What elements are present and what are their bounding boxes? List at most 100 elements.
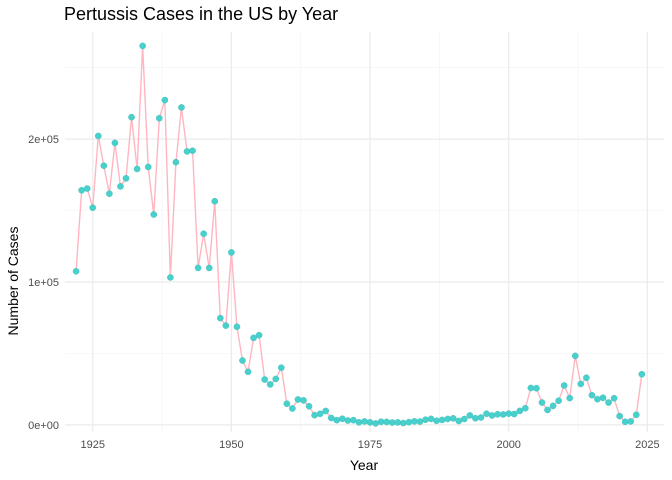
y-axis-title: Number of Cases [5, 227, 21, 336]
data-point [427, 415, 435, 423]
data-point [577, 380, 585, 388]
y-tick-labels: 0e+00 1e+05 2e+05 [28, 134, 59, 432]
data-point [106, 190, 113, 198]
data-point [305, 402, 313, 410]
data-point [244, 368, 252, 376]
data-point [316, 410, 324, 418]
minor-gridlines [65, 32, 664, 432]
data-point [638, 370, 646, 378]
data-point [78, 186, 85, 194]
data-point [117, 183, 124, 190]
data-point [266, 381, 274, 388]
data-point [594, 395, 601, 403]
data-point [150, 211, 158, 218]
data-point [527, 384, 535, 392]
data-point [472, 414, 479, 422]
data-point [555, 397, 562, 405]
data-point [278, 364, 285, 372]
data-point [355, 419, 363, 426]
data-point [200, 230, 207, 238]
series-line [75, 45, 643, 425]
x-tick-labels: 1925 1950 1975 2000 2025 [80, 439, 659, 451]
data-point [461, 415, 468, 423]
data-point [294, 396, 302, 403]
data-point [394, 419, 402, 426]
data-point [616, 412, 623, 420]
data-point [516, 407, 524, 415]
data-point [72, 268, 80, 275]
data-point [444, 415, 451, 423]
data-point [155, 114, 163, 122]
x-tick-label: 2000 [496, 439, 520, 451]
data-point [566, 394, 574, 402]
y-tick-label: 2e+05 [28, 134, 59, 146]
data-point [194, 264, 202, 272]
data-point [161, 96, 169, 104]
data-point [505, 410, 513, 417]
data-point [621, 418, 629, 426]
x-tick-label: 1925 [80, 439, 104, 451]
data-point [144, 163, 152, 171]
data-point [422, 416, 429, 424]
data-point [416, 418, 424, 425]
data-point [477, 414, 485, 421]
data-point [300, 397, 307, 404]
data-point [111, 139, 119, 147]
data-point [228, 249, 235, 256]
data-point [167, 274, 174, 281]
data-point [455, 417, 463, 425]
data-point [449, 415, 457, 422]
data-point [122, 175, 130, 182]
data-point [233, 323, 241, 331]
data-point [549, 402, 557, 410]
data-point [438, 416, 446, 424]
data-point [583, 374, 590, 382]
data-point [488, 412, 496, 419]
data-point [400, 419, 407, 427]
data-point [139, 42, 146, 50]
data-point [466, 412, 474, 419]
data-point [94, 132, 102, 140]
data-point [433, 417, 440, 425]
data-point [322, 407, 329, 415]
data-point [533, 384, 540, 392]
data-point [627, 418, 635, 425]
data-point [89, 204, 97, 212]
x-tick-label: 2025 [635, 439, 659, 451]
x-tick-label: 1975 [358, 439, 382, 451]
data-point [339, 415, 346, 423]
data-point [100, 162, 108, 169]
data-point [538, 399, 546, 406]
data-point [361, 418, 368, 425]
data-point [283, 400, 291, 408]
data-point [289, 405, 296, 412]
data-point [599, 394, 607, 402]
data-point [499, 411, 507, 418]
data-point [372, 420, 379, 427]
data-point [255, 331, 263, 339]
data-point [544, 406, 551, 414]
data-point [172, 158, 180, 166]
data-point [250, 334, 257, 342]
data-point [205, 264, 213, 272]
data-point [311, 411, 318, 419]
data-point [133, 165, 141, 173]
data-point [239, 357, 246, 364]
data-point [560, 382, 568, 389]
data-point [383, 418, 390, 426]
data-point [222, 322, 230, 329]
major-gridlines [65, 32, 664, 432]
data-point [183, 148, 191, 155]
data-point [483, 410, 490, 418]
data-point [272, 375, 280, 383]
chart-title: Pertussis Cases in the US by Year [64, 4, 339, 24]
data-point [522, 404, 529, 412]
x-axis-title: Year [350, 457, 379, 473]
data-point [189, 147, 196, 155]
y-tick-label: 0e+00 [28, 420, 59, 432]
data-point [405, 418, 413, 426]
data-point [411, 418, 418, 425]
data-point [377, 418, 385, 426]
data-point [588, 391, 596, 399]
